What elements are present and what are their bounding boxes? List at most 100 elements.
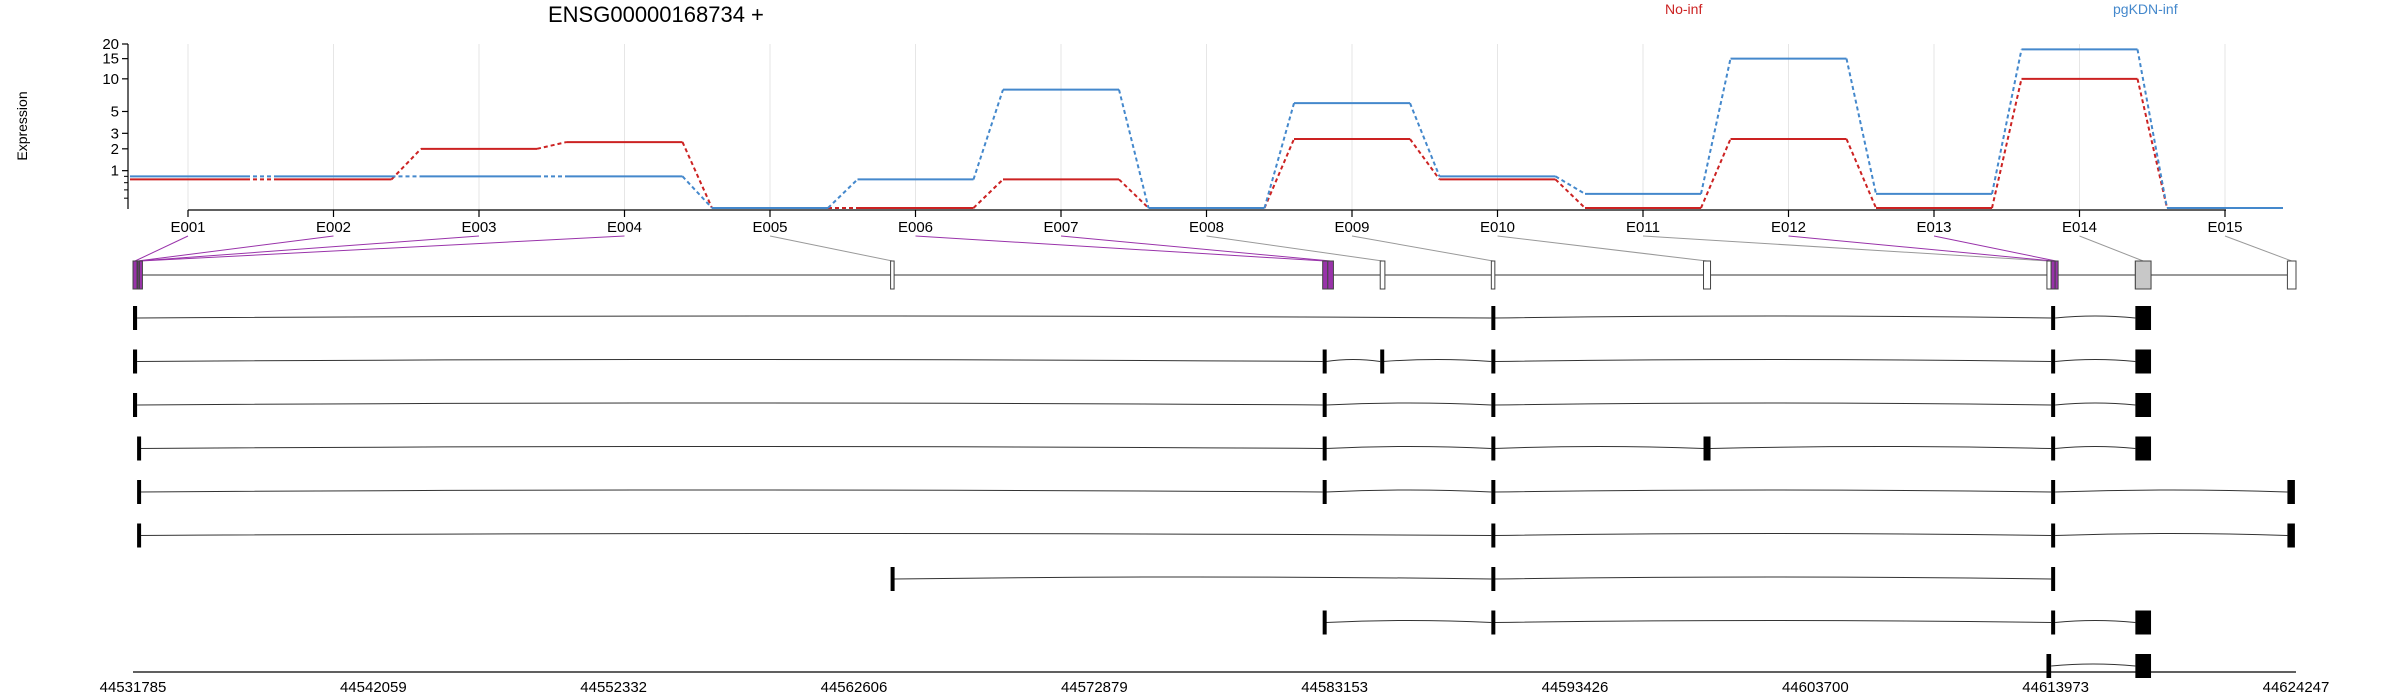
x-tick-label-e007: E007 xyxy=(1043,219,1078,236)
y-tick-label-5: 5 xyxy=(111,103,119,120)
x-tick-label-e010: E010 xyxy=(1480,219,1515,236)
genomic-tick-label-6: 44593426 xyxy=(1542,679,1609,696)
genomic-tick-label-3: 44562606 xyxy=(821,679,888,696)
genomic-axis: 44531785 44542059 44552332 44562606 44572879… xyxy=(100,671,2330,696)
genomic-tick-label-4: 44572879 xyxy=(1061,679,1128,696)
exon-model xyxy=(132,235,2297,290)
transcript-intron xyxy=(2055,402,2136,406)
transcript-8 xyxy=(1322,610,2152,635)
connector-no-inf-9 xyxy=(1554,178,1586,209)
transcript-exon xyxy=(2051,567,2056,591)
exon-box-e001 xyxy=(132,260,138,290)
connector-pgkdn-inf-10 xyxy=(1700,58,1732,195)
transcript-exon xyxy=(1491,349,1496,374)
x-tick-label-e009: E009 xyxy=(1334,219,1369,236)
connector-no-inf-10 xyxy=(1700,138,1732,209)
genomic-tick-label-0: 44531785 xyxy=(100,679,167,696)
exon-box-e013 xyxy=(2054,260,2059,290)
connector-pgkdn-inf-12 xyxy=(1991,49,2023,195)
transcript-exon xyxy=(2135,306,2152,330)
exon-map-line-e015 xyxy=(2224,235,2292,262)
transcript-intron xyxy=(1493,620,2052,623)
transcript-exon xyxy=(1491,480,1496,504)
connector-no-inf-12 xyxy=(1991,78,2023,209)
exon-map-line-e012 xyxy=(1788,235,2054,262)
exon-box-e014-fill xyxy=(2134,260,2152,290)
connector-pgkdn-inf-6 xyxy=(1118,89,1150,209)
connector-no-inf-5 xyxy=(972,178,1004,209)
connector-pgkdn-inf-7 xyxy=(1263,102,1295,209)
transcript-exon xyxy=(2051,349,2056,374)
transcript-exon xyxy=(2135,349,2152,374)
transcript-exon xyxy=(2051,436,2056,461)
connector-no-inf-3 xyxy=(681,141,713,209)
transcript-exon xyxy=(1322,480,1327,504)
grid-lines xyxy=(187,44,2226,210)
connector-pgkdn-inf-4 xyxy=(827,178,859,209)
y-tick-label-10: 10 xyxy=(102,71,119,88)
transcript-intron xyxy=(2055,620,2136,623)
y-tick-label-3: 3 xyxy=(111,125,119,142)
genomic-tick-label-7: 44603700 xyxy=(1782,679,1849,696)
exon-map-line-e009 xyxy=(1351,235,1494,262)
genomic-tick-label-1: 44542059 xyxy=(340,679,407,696)
transcript-exon xyxy=(133,393,138,417)
transcript-exon xyxy=(1322,610,1327,635)
transcript-intron xyxy=(1493,489,2052,493)
x-tick-label-e015: E015 xyxy=(2207,219,2242,236)
y-tick-label-15: 15 xyxy=(102,51,119,68)
transcript-exon xyxy=(1491,610,1496,635)
transcript-intron xyxy=(138,446,1323,449)
connector-pgkdn-inf-3 xyxy=(681,175,713,209)
x-tick-label-e002: E002 xyxy=(316,219,351,236)
transcript-exon xyxy=(2046,654,2052,678)
exon-map-line-e005 xyxy=(769,235,893,262)
genomic-tick-label-8: 44613973 xyxy=(2022,679,2089,696)
transcript-intron xyxy=(1493,533,2052,536)
transcript-intron xyxy=(138,489,1323,493)
transcript-intron xyxy=(1325,620,1492,623)
transcript-exon xyxy=(2135,654,2152,678)
connector-no-inf-2 xyxy=(536,141,567,150)
exon-map-line-e013 xyxy=(1933,235,2057,262)
connector-no-inf-13 xyxy=(2136,78,2168,209)
transcript-exon xyxy=(2287,523,2295,548)
exon-box-e011 xyxy=(2046,260,2052,290)
transcript-intron xyxy=(1493,359,2052,362)
chart-title: ENSG00000168734 + xyxy=(548,2,764,27)
exon-map-line-e004 xyxy=(139,235,625,262)
transcript-exon xyxy=(2051,306,2056,330)
x-tick-label-e005: E005 xyxy=(752,219,787,236)
exon-box-e009 xyxy=(1490,260,1496,290)
transcript-intron xyxy=(1493,576,2052,580)
transcript-exon xyxy=(1703,436,1711,461)
transcript-exon xyxy=(137,436,142,461)
x-axis: E001 E002 E003 E004 E005 E006 E007 E008 E009 E010… xyxy=(170,209,2243,236)
genomic-tick-label-9: 44624247 xyxy=(2263,679,2330,696)
transcript-intron xyxy=(137,315,1492,319)
exon-map-line-e003 xyxy=(138,235,480,262)
exon-map-line-e001 xyxy=(134,235,189,262)
transcript-exon xyxy=(1380,349,1385,374)
exon-box-e012 xyxy=(2050,260,2056,290)
transcript-intron xyxy=(137,359,1323,362)
transcript-intron xyxy=(1382,359,1492,362)
transcript-9 xyxy=(2046,654,2152,678)
legend-no-inf: No-inf xyxy=(1665,1,1703,17)
x-tick-label-e014: E014 xyxy=(2062,219,2097,236)
connector-no-inf-1 xyxy=(390,148,422,181)
exon-box-e004 xyxy=(138,260,143,290)
transcript-exon xyxy=(1322,393,1327,417)
transcript-exon xyxy=(1322,436,1327,461)
connector-no-inf-8 xyxy=(1409,138,1441,181)
transcript-4 xyxy=(137,436,2152,461)
x-tick-label-e012: E012 xyxy=(1771,219,1806,236)
transcript-exon xyxy=(890,567,895,591)
exon-map-line-e002 xyxy=(137,235,334,262)
exon-box-e007 xyxy=(1327,260,1334,290)
transcript-intron xyxy=(1493,446,1704,449)
transcript-2 xyxy=(133,349,2152,374)
exon-box-e006 xyxy=(1322,260,1329,290)
